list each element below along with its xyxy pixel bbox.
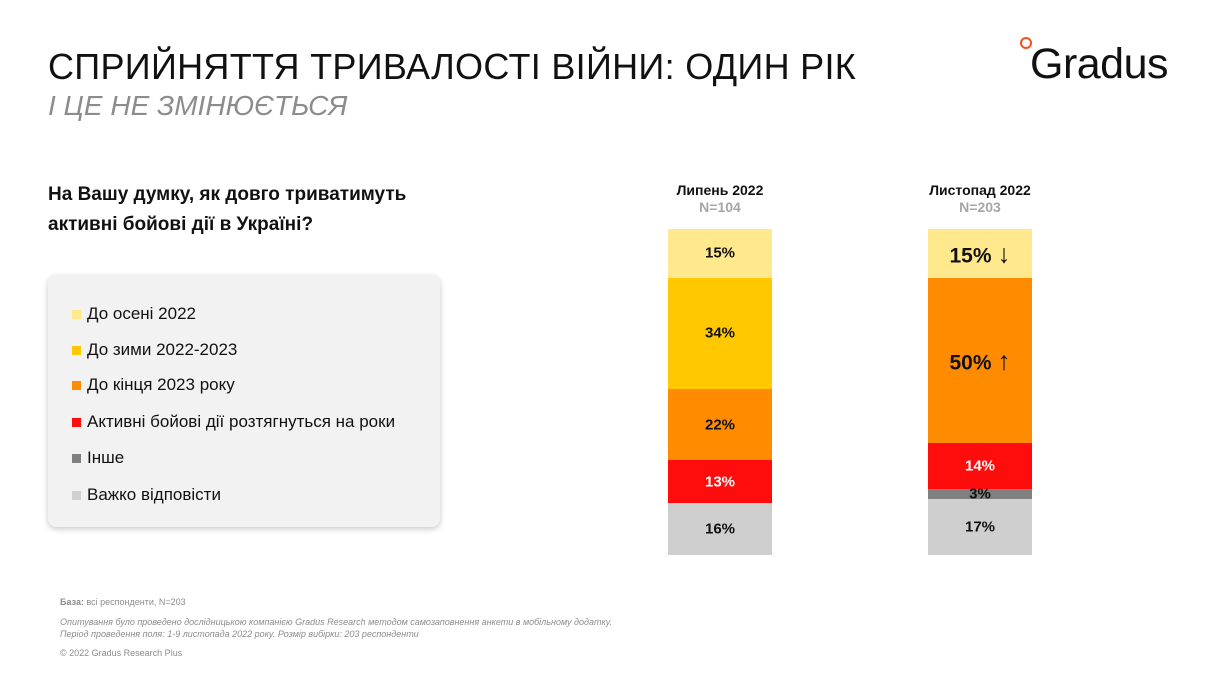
legend-item: Активні бойові дії розтягнуться на роки — [72, 411, 395, 433]
legend-panel: До осені 2022 До зими 2022-2023 До кінця 2… — [48, 275, 440, 527]
column-sample-size: N=104 — [699, 199, 741, 215]
column-title: Листопад 2022 — [929, 182, 1031, 198]
column-header: Липень 2022 N=104 — [640, 182, 800, 216]
bar-value-text: 15% — [949, 244, 992, 268]
column-sample-size: N=203 — [959, 199, 1001, 215]
base-note: База: всі респонденти, N=203 — [60, 597, 186, 607]
legend-swatch — [72, 380, 81, 390]
bar-segment: 16% — [668, 502, 772, 555]
bar-value-text: 3% — [969, 485, 991, 503]
bar-segment: 17% — [928, 499, 1032, 555]
legend-item: Інше — [72, 447, 124, 469]
copyright: © 2022 Gradus Research Plus — [60, 648, 183, 658]
arrow-up-icon: ↑ — [997, 345, 1011, 376]
legend-label: Важко відповісти — [87, 485, 221, 504]
bar-value-label: 14% — [928, 458, 1032, 475]
methodology-note: Опитування було проведено дослідницькою … — [60, 616, 612, 640]
bar-segment: 13% — [668, 460, 772, 503]
page-subtitle: І ЦЕ НЕ ЗМІНЮЄТЬСЯ — [48, 90, 348, 121]
legend-swatch — [72, 309, 81, 319]
survey-question: На Вашу думку, як довго триватимуть акти… — [48, 184, 407, 235]
bar-segment: 22% — [668, 388, 772, 461]
methodology-line-2: Період проведення поля: 1-9 листопада 20… — [60, 629, 419, 639]
arrow-down-icon: ↓ — [997, 238, 1011, 269]
bar-value-label: 15% ↓ — [928, 238, 1032, 269]
bar-value-label: 34% — [668, 325, 772, 342]
legend-label: Активні бойові дії розтягнуться на роки — [87, 412, 396, 431]
legend-swatch — [72, 345, 81, 355]
bar-value-label: 17% — [928, 519, 1032, 536]
bar-value-text: 50% — [949, 351, 992, 375]
bar-value-text: 17% — [964, 518, 996, 536]
legend-swatch — [72, 417, 81, 427]
bar-segment: 14% — [928, 443, 1032, 490]
gradus-logo: Gradus — [1020, 34, 1190, 94]
bar-value-text: 22% — [704, 416, 736, 434]
bar-segment: 3% — [928, 486, 1032, 503]
logo-text: Gradus — [1030, 40, 1169, 88]
bar-value-text: 34% — [704, 324, 736, 342]
legend-item: До зими 2022-2023 — [72, 339, 237, 361]
bar-value-label: 15% — [668, 245, 772, 262]
legend-label: Інше — [87, 448, 125, 467]
legend-item: До кінця 2023 року — [72, 374, 235, 396]
legend-swatch — [72, 490, 81, 500]
bar-segment: 50% ↑ — [928, 278, 1032, 444]
legend-label: До кінця 2023 року — [87, 375, 235, 394]
bar-value-text: 15% — [704, 244, 736, 262]
bar-value-label: 16% — [668, 520, 772, 537]
legend-swatch — [72, 453, 81, 463]
bar-segment: 34% — [668, 277, 772, 389]
column-header: Листопад 2022 N=203 — [900, 182, 1060, 216]
bar-value-text: 16% — [704, 520, 736, 538]
bar-value-label: 50% ↑ — [928, 345, 1032, 376]
bar-segment: 15% — [668, 229, 772, 278]
page-title: СПРИЙНЯТТЯ ТРИВАЛОСТІ ВІЙНИ: ОДИН РІК — [48, 46, 857, 87]
methodology-line-1: Опитування було проведено дослідницькою … — [60, 617, 613, 627]
bar-value-label: 13% — [668, 473, 772, 490]
bar-value-label: 22% — [668, 416, 772, 433]
bar-value-text: 14% — [964, 457, 996, 475]
legend-item: До осені 2022 — [72, 303, 196, 325]
logo-dot-icon — [1020, 37, 1032, 49]
bar-segment: 15% ↓ — [928, 229, 1032, 279]
bar-value-label: 3% — [928, 486, 1032, 503]
legend-label: До зими 2022-2023 — [87, 340, 238, 359]
legend-item: Важко відповісти — [72, 484, 221, 506]
bar-value-text: 13% — [704, 473, 736, 491]
column-title: Липень 2022 — [676, 182, 764, 198]
base-text: всі респонденти, N=203 — [83, 597, 186, 607]
legend-label: До осені 2022 — [87, 304, 196, 323]
base-label: База: — [60, 597, 84, 607]
